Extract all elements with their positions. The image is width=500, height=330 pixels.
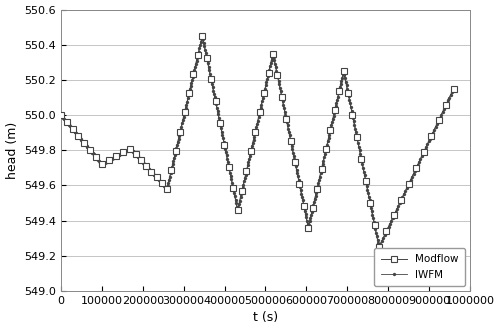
Modflow	[450, 87, 456, 91]
IWFM	[200, 34, 205, 38]
X-axis label: t (s): t (s)	[253, 312, 278, 324]
Modflow	[195, 53, 201, 57]
Modflow	[58, 113, 64, 117]
Y-axis label: head (m): head (m)	[6, 122, 18, 179]
Modflow	[274, 73, 280, 77]
IWFM	[327, 130, 333, 134]
IWFM	[376, 245, 382, 249]
Line: Modflow: Modflow	[58, 33, 456, 250]
IWFM	[450, 87, 456, 91]
IWFM	[158, 180, 164, 184]
Line: IWFM: IWFM	[60, 34, 455, 248]
Modflow	[204, 56, 210, 60]
IWFM	[58, 113, 64, 117]
IWFM	[366, 195, 372, 199]
Legend: Modflow, IWFM: Modflow, IWFM	[374, 248, 464, 286]
IWFM	[280, 103, 286, 107]
IWFM	[118, 151, 124, 155]
Modflow	[200, 34, 205, 38]
Modflow	[234, 208, 240, 212]
IWFM	[446, 96, 452, 100]
Modflow	[148, 170, 154, 174]
Modflow	[376, 245, 382, 249]
Modflow	[226, 165, 232, 169]
